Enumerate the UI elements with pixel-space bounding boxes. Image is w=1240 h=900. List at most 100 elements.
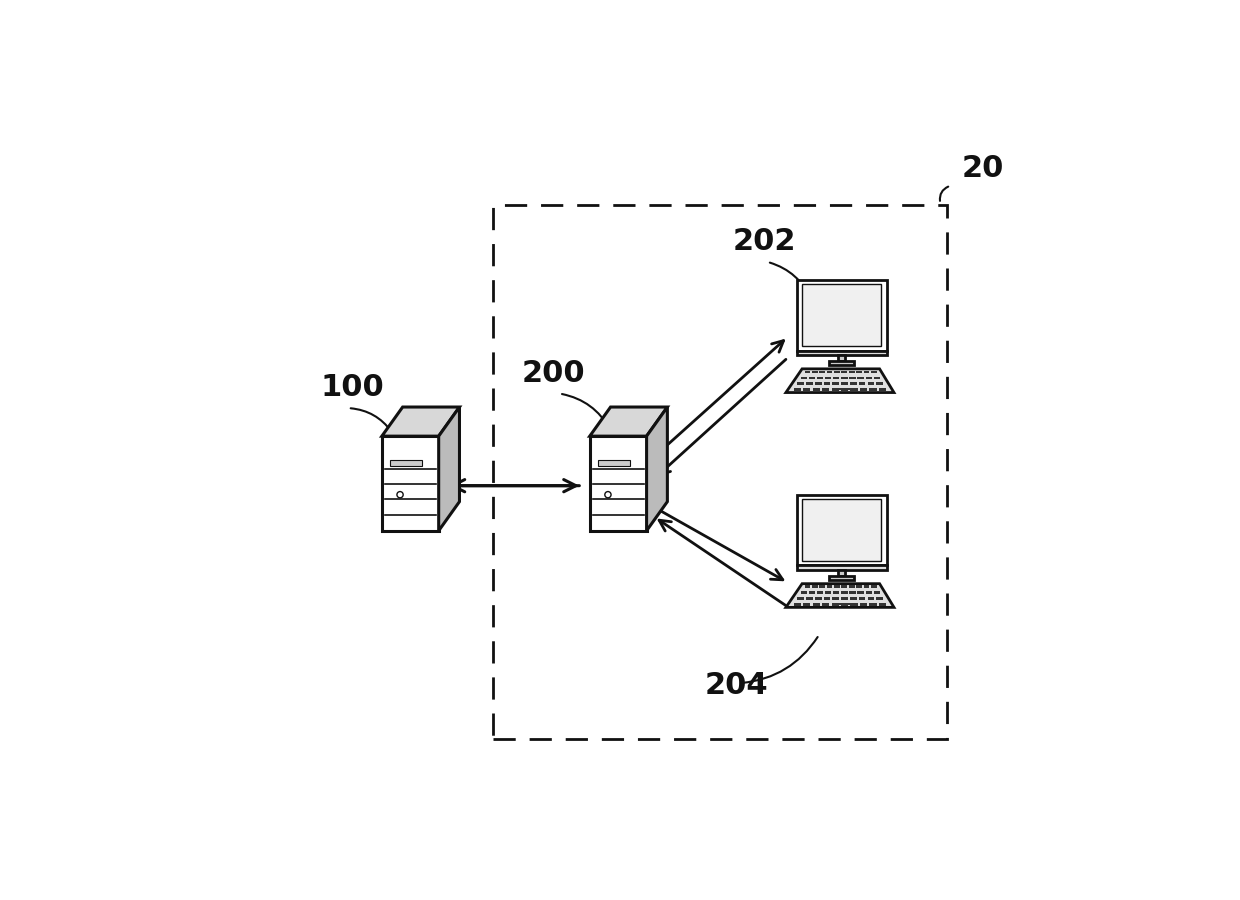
Bar (820, 586, 825, 588)
Bar (849, 376, 856, 379)
Bar (859, 382, 866, 385)
Bar (820, 371, 825, 373)
Bar (857, 586, 862, 588)
Bar (841, 382, 848, 385)
Bar (874, 591, 880, 594)
Bar (835, 371, 839, 373)
Polygon shape (646, 407, 667, 531)
Bar (838, 570, 846, 576)
Bar (815, 598, 822, 599)
Bar (827, 371, 832, 373)
Bar (832, 382, 839, 385)
Bar (812, 586, 817, 588)
Bar (835, 586, 839, 588)
Bar (823, 598, 831, 599)
Bar (794, 389, 801, 391)
Bar (833, 603, 851, 605)
Bar (849, 371, 854, 373)
Bar (830, 362, 854, 364)
Bar (841, 603, 848, 606)
Bar (859, 598, 866, 599)
Bar (870, 586, 877, 588)
Circle shape (397, 491, 403, 498)
Bar (849, 598, 857, 599)
Bar (851, 603, 858, 606)
Polygon shape (786, 584, 894, 608)
Bar (833, 376, 839, 379)
Polygon shape (590, 436, 646, 531)
Bar (806, 382, 812, 385)
Bar (868, 382, 874, 385)
Bar (877, 382, 883, 385)
Text: 200: 200 (521, 359, 585, 388)
Bar (830, 576, 854, 580)
Bar (841, 376, 847, 379)
Bar (796, 565, 887, 570)
Bar (827, 586, 832, 588)
Bar (858, 376, 864, 379)
Bar (825, 376, 831, 379)
Bar (815, 382, 822, 385)
Bar (812, 389, 820, 391)
Polygon shape (382, 436, 439, 531)
Bar (869, 389, 877, 391)
Bar (802, 284, 882, 346)
Bar (797, 382, 804, 385)
Bar (801, 376, 807, 379)
Bar (842, 586, 847, 588)
Bar (849, 382, 857, 385)
Text: 20: 20 (961, 154, 1003, 184)
Bar (869, 603, 877, 606)
Bar (841, 591, 847, 594)
Bar (801, 591, 807, 594)
Bar (796, 350, 887, 355)
Bar (805, 586, 810, 588)
Bar (879, 603, 887, 606)
Bar (796, 495, 887, 565)
Text: 204: 204 (704, 670, 769, 699)
Circle shape (605, 491, 611, 498)
Bar (812, 603, 820, 606)
Bar (877, 598, 883, 599)
Bar (796, 280, 887, 351)
Bar (838, 355, 846, 362)
Bar (833, 388, 851, 391)
Polygon shape (786, 369, 894, 392)
Text: 100: 100 (320, 373, 384, 401)
Bar (805, 371, 810, 373)
Bar (870, 371, 877, 373)
Bar (874, 376, 880, 379)
Bar (832, 389, 838, 391)
Bar (822, 603, 830, 606)
Polygon shape (439, 407, 460, 531)
Bar (841, 389, 848, 391)
Bar (842, 371, 847, 373)
Bar (802, 499, 882, 561)
Bar (879, 389, 887, 391)
Bar (494, 205, 947, 739)
Bar (598, 461, 630, 466)
Bar (849, 586, 854, 588)
Bar (812, 371, 817, 373)
Bar (858, 591, 864, 594)
Bar (822, 389, 830, 391)
Bar (794, 603, 801, 606)
Bar (849, 591, 856, 594)
Bar (861, 389, 867, 391)
Bar (823, 382, 831, 385)
Bar (806, 598, 812, 599)
Bar (861, 603, 867, 606)
Polygon shape (382, 407, 460, 436)
Bar (832, 603, 838, 606)
Bar (841, 598, 848, 599)
Bar (817, 591, 823, 594)
Bar (866, 591, 872, 594)
Polygon shape (590, 407, 667, 436)
Bar (863, 586, 869, 588)
Bar (863, 371, 869, 373)
Bar (804, 389, 811, 391)
Bar (391, 461, 422, 466)
Bar (833, 591, 839, 594)
Bar (804, 603, 811, 606)
Bar (851, 389, 858, 391)
